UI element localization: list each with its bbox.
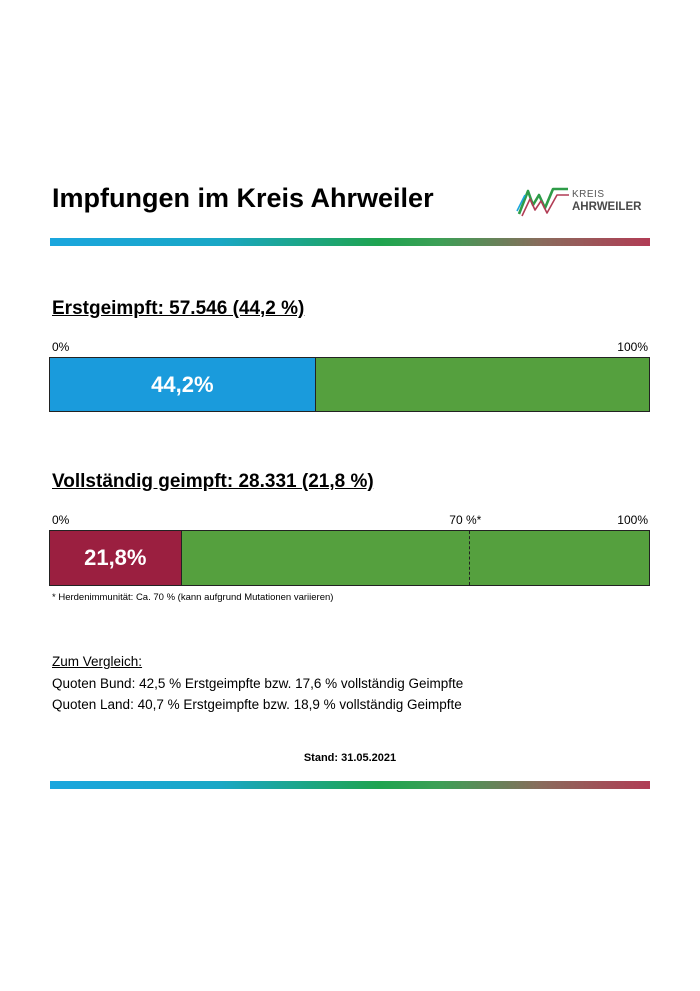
logo-line-ahrweiler: AHRWEILER bbox=[572, 201, 642, 213]
first-dose-fill-edge bbox=[314, 358, 316, 411]
kreis-ahrweiler-logo: KREIS AHRWEILER bbox=[516, 183, 646, 219]
comparison-bund: Quoten Bund: 42,5 % Erstgeimpfte bzw. 17… bbox=[52, 676, 464, 691]
first-dose-axis-end: 100% bbox=[617, 340, 648, 354]
logo-line-kreis: KREIS bbox=[572, 189, 605, 200]
first-dose-fill: 44,2% bbox=[50, 358, 315, 411]
full-dose-fill-edge bbox=[180, 531, 182, 585]
herd-immunity-axis-label: 70 %* bbox=[449, 513, 482, 527]
first-dose-heading: Erstgeimpft: 57.546 (44,2 %) bbox=[52, 298, 305, 319]
status-date: Stand: 31.05.2021 bbox=[303, 752, 397, 764]
full-dose-axis-end: 100% bbox=[617, 513, 648, 527]
header-divider-stripe bbox=[50, 238, 650, 246]
first-dose-progress-bar: 44,2% bbox=[49, 357, 650, 412]
full-dose-axis-start: 0% bbox=[52, 513, 70, 527]
first-dose-percent-label: 44,2% bbox=[151, 371, 214, 397]
full-dose-fill: 21,8% bbox=[50, 531, 181, 585]
footer-divider-stripe bbox=[50, 781, 650, 789]
comparison-land: Quoten Land: 40,7 % Erstgeimpfte bzw. 18… bbox=[52, 697, 462, 712]
comparison-heading: Zum Vergleich: bbox=[52, 654, 143, 669]
logo-mark-icon bbox=[516, 187, 569, 217]
page-title: Impfungen im Kreis Ahrweiler bbox=[52, 183, 434, 213]
full-dose-percent-label: 21,8% bbox=[84, 545, 147, 570]
full-dose-heading: Vollständig geimpft: 28.331 (21,8 %) bbox=[52, 471, 374, 492]
full-dose-progress-bar: 21,8% bbox=[49, 530, 650, 586]
first-dose-axis-start: 0% bbox=[52, 340, 70, 354]
herd-immunity-dashed-line bbox=[469, 531, 471, 585]
herd-immunity-footnote: * Herdenimmunität: Ca. 70 % (kann aufgru… bbox=[52, 592, 334, 603]
